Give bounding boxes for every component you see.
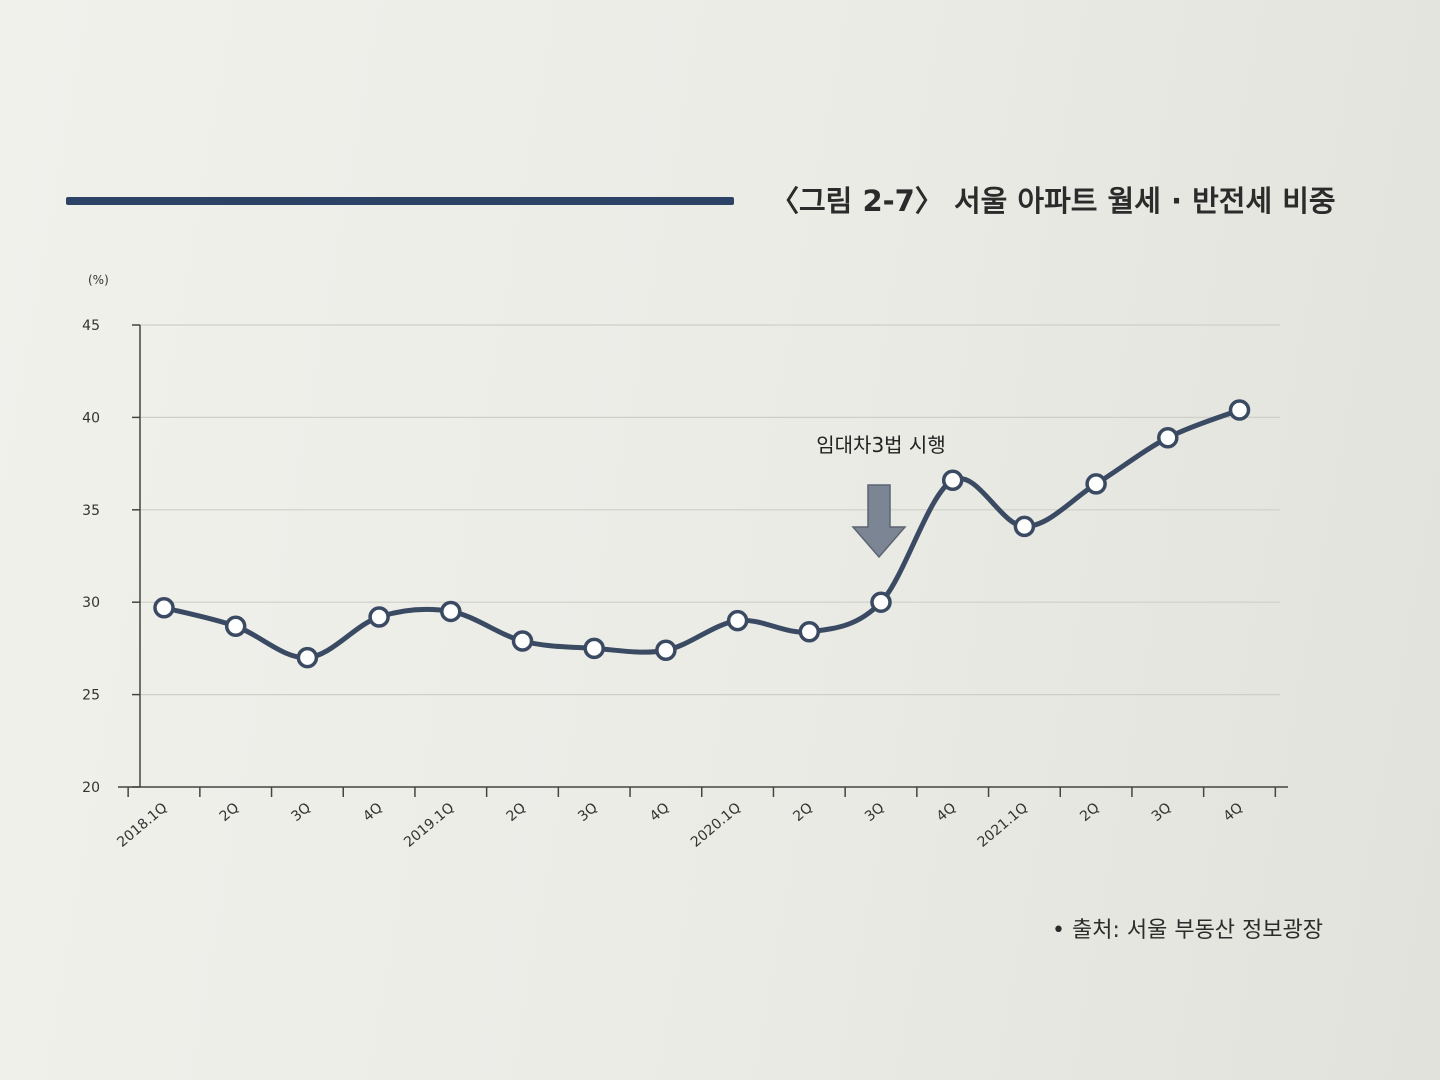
series-markers	[153, 399, 1251, 669]
y-tick-label: 45	[82, 318, 100, 334]
header-rule	[66, 197, 734, 205]
data-point	[870, 591, 892, 613]
data-point	[224, 615, 247, 637]
data-point	[1157, 426, 1179, 449]
data-point	[153, 596, 175, 619]
x-tick-label: 3Q	[1149, 800, 1175, 825]
data-point	[655, 639, 677, 661]
annotation-label: 임대차3법 시행	[816, 433, 945, 457]
x-tick-label: 2Q	[504, 800, 530, 825]
x-tick-label: 2Q	[1077, 800, 1103, 825]
gridlines	[140, 324, 1280, 696]
x-tick-label: 4Q	[1221, 800, 1247, 825]
annotation: 임대차3법 시행	[816, 433, 946, 559]
y-tick-label: 20	[82, 780, 100, 796]
y-tick-label: 30	[82, 595, 100, 611]
x-tick-label: 3Q	[288, 800, 314, 825]
data-point	[941, 469, 964, 491]
data-point	[511, 630, 534, 652]
y-tick-label: 35	[82, 503, 100, 519]
figure-title: 〈그림 2-7〉 서울 아파트 월세 · 반전세 비중	[770, 184, 1336, 218]
data-point	[726, 609, 749, 632]
data-point	[1228, 399, 1251, 421]
y-tick-label: 25	[82, 688, 100, 704]
x-tick-label: 4Q	[647, 800, 673, 825]
y-unit-label: (%)	[88, 273, 109, 287]
x-tick-label: 2Q	[790, 800, 816, 825]
x-tick-label: 3Q	[575, 800, 601, 825]
x-tick-labels: 2018.1Q 2Q 3Q 4Q 2019.1Q 2Q 3Q 4Q 2020.1Q 2Q 3Q 4Q 2…	[114, 800, 1246, 851]
data-point	[440, 600, 462, 623]
data-point	[583, 637, 605, 660]
data-point	[368, 606, 390, 628]
x-tick-label: 4Q	[360, 800, 386, 825]
series-line	[161, 407, 1242, 661]
x-tick-label: 2020.1Q	[688, 800, 744, 851]
y-tick-labels: 20 25 30 35 40 45	[82, 318, 100, 796]
data-point	[1085, 473, 1107, 495]
x-tick-label: 2018.1Q	[114, 800, 170, 851]
source-note: • 출처: 서울 부동산 정보광장	[1052, 918, 1324, 943]
x-tick-label: 3Q	[862, 800, 888, 825]
annotation-arrow	[851, 484, 907, 559]
x-tick-label: 2021.1Q	[975, 800, 1031, 851]
data-point	[296, 646, 319, 669]
axes	[118, 324, 1288, 797]
x-tick-label: 2019.1Q	[401, 800, 457, 851]
data-point	[1013, 515, 1036, 538]
x-tick-label: 4Q	[934, 800, 960, 825]
y-tick-label: 40	[82, 410, 100, 426]
x-tick-label: 2Q	[217, 800, 243, 825]
data-point	[798, 621, 821, 643]
